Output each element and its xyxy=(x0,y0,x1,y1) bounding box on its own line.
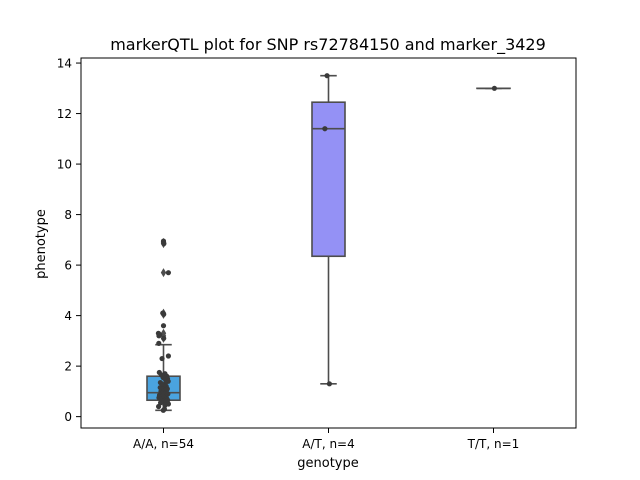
y-axis-label: phenotype xyxy=(34,209,49,279)
y-tick-label: 10 xyxy=(57,158,72,172)
plot-frame xyxy=(80,57,577,429)
y-tick-label: 2 xyxy=(64,360,72,374)
data-point xyxy=(161,311,167,317)
data-point xyxy=(324,73,330,79)
data-point xyxy=(160,323,167,329)
data-point xyxy=(322,126,328,132)
box-iqr xyxy=(311,101,346,258)
x-tick-label: A/T, n=4 xyxy=(302,437,355,451)
y-tick-label: 12 xyxy=(57,107,72,121)
data-point xyxy=(326,381,333,387)
flier-marker xyxy=(160,328,167,338)
data-point xyxy=(165,353,172,359)
data-point xyxy=(161,335,167,341)
chart-title: markerQTL plot for SNP rs72784150 and ma… xyxy=(110,35,546,55)
y-tick-label: 4 xyxy=(64,309,72,323)
flier-marker xyxy=(160,268,167,278)
plot-area: 0 2 4 6 8 10 12 14 A/A, n=54 A/T, n=4 T/T, n=1 xyxy=(57,57,577,451)
data-point xyxy=(159,355,165,362)
y-tick-label: 0 xyxy=(64,410,72,424)
data-point xyxy=(165,270,172,276)
data-point xyxy=(156,340,162,346)
y-tick-label: 8 xyxy=(64,208,72,222)
data-point xyxy=(161,241,167,247)
x-tick-label: A/A, n=54 xyxy=(133,437,194,451)
data-point xyxy=(160,407,166,413)
data-point xyxy=(156,333,162,339)
y-tick-label: 6 xyxy=(64,259,72,273)
x-tick-label: T/T, n=1 xyxy=(467,437,520,451)
data-point xyxy=(491,85,498,91)
x-axis-label: genotype xyxy=(297,456,358,471)
data-point xyxy=(162,402,168,408)
y-tick-label: 14 xyxy=(57,57,72,71)
data-point xyxy=(155,403,162,410)
